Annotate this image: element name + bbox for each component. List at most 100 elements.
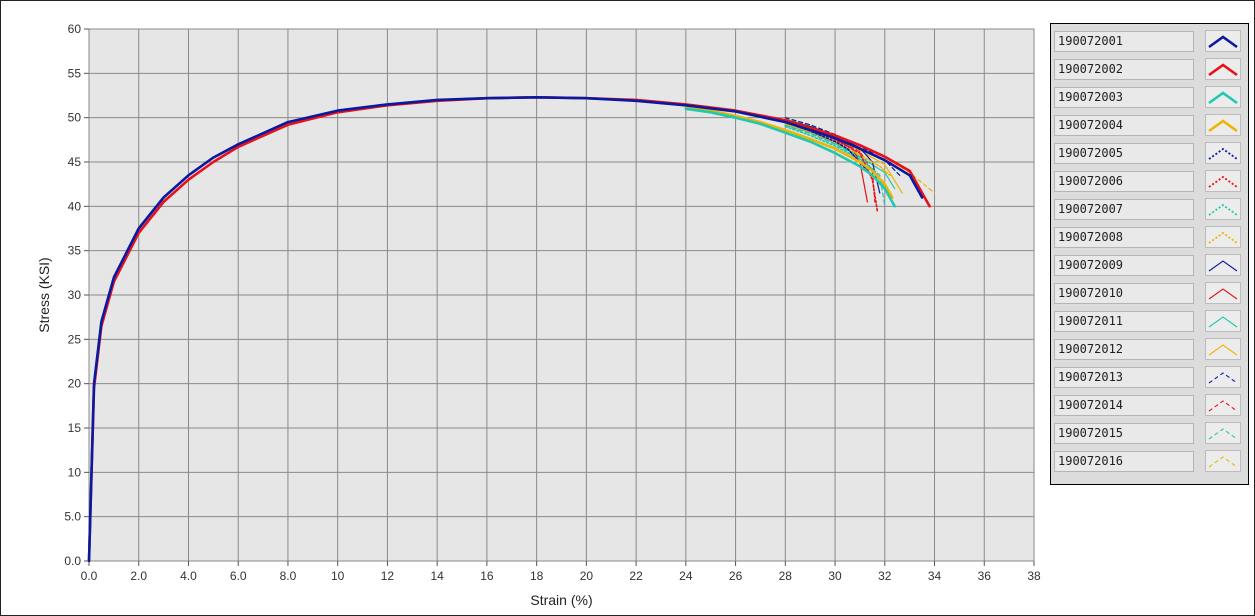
legend-item[interactable]: 190072011 <box>1054 307 1245 335</box>
legend-line-sample <box>1208 63 1238 77</box>
legend[interactable]: 190072001 190072002 190072003 190072004 1900… <box>1050 23 1249 485</box>
x-tick-label: 32 <box>878 569 892 583</box>
legend-swatch-icon[interactable] <box>1205 282 1241 304</box>
legend-label: 190072008 <box>1054 226 1194 248</box>
legend-item[interactable]: 190072007 <box>1054 195 1245 223</box>
legend-line <box>1208 119 1238 133</box>
legend-label: 190072004 <box>1054 114 1194 136</box>
legend-line <box>1208 63 1238 77</box>
legend-line <box>1208 372 1238 384</box>
legend-line <box>1208 147 1238 160</box>
x-tick-label: 38 <box>1027 569 1041 583</box>
legend-item[interactable]: 190072012 <box>1054 335 1245 363</box>
legend-label: 190072003 <box>1054 86 1194 108</box>
legend-line-sample <box>1208 91 1238 105</box>
legend-line <box>1208 428 1238 440</box>
legend-line <box>1208 260 1238 272</box>
x-tick-label: 36 <box>978 569 992 583</box>
y-tick-label: 20 <box>68 377 82 391</box>
y-tick-label: 50 <box>68 111 82 125</box>
legend-item[interactable]: 190072002 <box>1054 55 1245 83</box>
legend-item[interactable]: 190072005 <box>1054 139 1245 167</box>
y-tick-label: 45 <box>68 155 82 169</box>
legend-swatch-icon[interactable] <box>1205 170 1241 192</box>
x-tick-label: 34 <box>928 569 942 583</box>
y-axis-title: Stress (KSI) <box>36 257 52 332</box>
x-tick-label: 24 <box>679 569 693 583</box>
y-tick-label: 0.0 <box>64 554 81 568</box>
y-tick-label: 35 <box>68 244 82 258</box>
legend-swatch-icon[interactable] <box>1205 422 1241 444</box>
y-tick-label: 40 <box>68 199 82 213</box>
legend-line <box>1208 316 1238 328</box>
legend-label: 190072009 <box>1054 254 1194 276</box>
legend-line <box>1208 400 1238 412</box>
series-line-190072008 <box>784 123 891 177</box>
legend-swatch-icon[interactable] <box>1205 394 1241 416</box>
legend-line-sample <box>1208 344 1238 356</box>
legend-swatch-icon[interactable] <box>1205 86 1241 108</box>
legend-item[interactable]: 190072003 <box>1054 83 1245 111</box>
x-tick-label: 2.0 <box>130 569 147 583</box>
legend-line-sample <box>1208 231 1238 244</box>
legend-line-sample <box>1208 428 1238 440</box>
x-tick-label: 8.0 <box>280 569 297 583</box>
legend-line <box>1208 456 1238 468</box>
legend-label: 190072015 <box>1054 422 1194 444</box>
legend-line-sample <box>1208 175 1238 188</box>
legend-line <box>1208 203 1238 216</box>
legend-item[interactable]: 190072008 <box>1054 223 1245 251</box>
legend-label: 190072011 <box>1054 310 1194 332</box>
x-axis-title: Strain (%) <box>530 592 592 608</box>
legend-swatch-icon[interactable] <box>1205 30 1241 52</box>
legend-swatch-icon[interactable] <box>1205 198 1241 220</box>
legend-label: 190072012 <box>1054 338 1194 360</box>
legend-line-sample <box>1208 260 1238 272</box>
y-tick-label: 5.0 <box>64 510 81 524</box>
legend-swatch-icon[interactable] <box>1205 58 1241 80</box>
y-tick-label: 15 <box>68 421 82 435</box>
legend-swatch-icon[interactable] <box>1205 366 1241 388</box>
series-line-190072001 <box>87 96 924 563</box>
legend-item[interactable]: 190072015 <box>1054 419 1245 447</box>
legend-label: 190072007 <box>1054 198 1194 220</box>
x-tick-label: 18 <box>530 569 544 583</box>
legend-swatch-icon[interactable] <box>1205 338 1241 360</box>
legend-line-sample <box>1208 147 1238 160</box>
legend-label: 190072002 <box>1054 58 1194 80</box>
x-tick-label: 12 <box>381 569 395 583</box>
x-tick-label: 30 <box>828 569 842 583</box>
legend-swatch-icon[interactable] <box>1205 254 1241 276</box>
x-tick-label: 20 <box>580 569 594 583</box>
legend-item[interactable]: 190072001 <box>1054 27 1245 55</box>
legend-item[interactable]: 190072010 <box>1054 279 1245 307</box>
legend-line <box>1208 175 1238 188</box>
legend-line-sample <box>1208 400 1238 412</box>
axis-ticks: 0.0 2.0 4.0 6.0 8.0 10 12 14 16 18 20 22 24 26 28 30 32 3… <box>64 22 1041 583</box>
x-tick-label: 22 <box>629 569 643 583</box>
legend-line-sample <box>1208 456 1238 468</box>
legend-label: 190072001 <box>1054 30 1194 52</box>
legend-label: 190072005 <box>1054 142 1194 164</box>
legend-line-sample <box>1208 372 1238 384</box>
x-tick-label: 6.0 <box>230 569 247 583</box>
legend-item[interactable]: 190072009 <box>1054 251 1245 279</box>
x-tick-label: 16 <box>480 569 494 583</box>
legend-item[interactable]: 190072014 <box>1054 391 1245 419</box>
legend-item[interactable]: 190072004 <box>1054 111 1245 139</box>
y-tick-label: 25 <box>68 332 82 346</box>
legend-item[interactable]: 190072016 <box>1054 447 1245 475</box>
legend-swatch-icon[interactable] <box>1205 226 1241 248</box>
legend-label: 190072010 <box>1054 282 1194 304</box>
legend-item[interactable]: 190072013 <box>1054 363 1245 391</box>
legend-item[interactable]: 190072006 <box>1054 167 1245 195</box>
x-tick-label: 10 <box>331 569 345 583</box>
legend-swatch-icon[interactable] <box>1205 142 1241 164</box>
legend-swatch-icon[interactable] <box>1205 114 1241 136</box>
legend-line <box>1208 231 1238 244</box>
y-tick-label: 30 <box>68 288 82 302</box>
legend-swatch-icon[interactable] <box>1205 450 1241 472</box>
legend-swatch-icon[interactable] <box>1205 310 1241 332</box>
x-tick-label: 4.0 <box>180 569 197 583</box>
